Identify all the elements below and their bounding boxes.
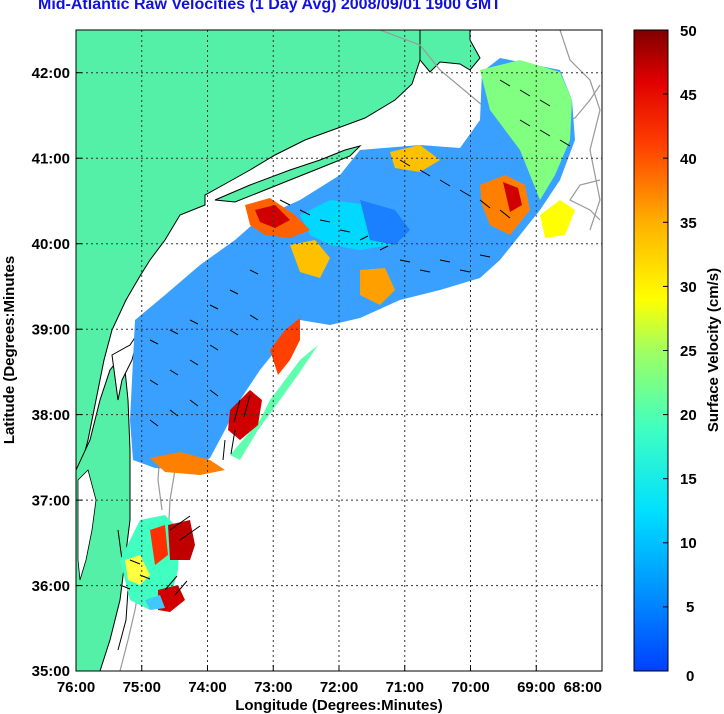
colorbar-tick-label: 45	[680, 87, 697, 104]
colorbar-tick-marks	[663, 29, 668, 608]
y-tick-label: 35:00	[32, 663, 70, 680]
colorbar-tick-label: 15	[680, 471, 697, 488]
x-tick-label: 71:00	[386, 679, 424, 696]
colorbar-tick-label: 30	[680, 279, 697, 296]
x-tick-label: 75:00	[123, 679, 161, 696]
colorbar-tick-labels: 50 45 40 35 30 25 20 15 10 5 0	[680, 23, 697, 685]
x-tick-label: 74:00	[188, 679, 226, 696]
x-tick-label: 70:00	[451, 679, 489, 696]
colorbar-tick-label: 50	[680, 23, 697, 40]
land-long-island	[214, 145, 362, 203]
water-delaware-bay	[111, 329, 141, 401]
land-northeast	[76, 30, 421, 481]
x-axis-label: Longitude (Degrees:Minutes)	[235, 697, 443, 714]
x-tick-label: 68:00	[564, 679, 602, 696]
map-title: Mid-Atlantic Raw Velocities (1 Day Avg) …	[38, 0, 501, 13]
velocity-field	[120, 58, 575, 612]
colorbar-tick-label: 40	[680, 151, 697, 168]
colorbar-tick-label: 5	[686, 599, 694, 616]
y-tick-labels: 42:00 41:00 40:00 39:00 38:00 37:00 36:0…	[32, 65, 70, 680]
axis-tick-marks	[75, 72, 603, 672]
y-tick-label: 40:00	[32, 236, 70, 253]
y-tick-label: 42:00	[32, 65, 70, 82]
land-delmarva	[76, 359, 131, 671]
colorbar-tick-label: 10	[680, 535, 697, 552]
x-tick-label: 76:00	[57, 679, 95, 696]
colorbar-label: Surface Velocity (cm/s)	[705, 268, 722, 432]
grid-lines	[76, 30, 602, 671]
x-tick-label: 72:00	[320, 679, 358, 696]
colorbar-tick-label: 20	[680, 407, 697, 424]
y-axis-label: Latitude (Degrees:Minutes	[1, 256, 18, 444]
x-tick-label: 69:00	[517, 679, 555, 696]
colorbar	[633, 29, 669, 672]
water-chesapeake	[77, 469, 97, 581]
y-tick-label: 39:00	[32, 322, 70, 339]
y-tick-label: 38:00	[32, 407, 70, 424]
y-tick-label: 36:00	[32, 578, 70, 595]
colorbar-tick-label: 25	[680, 343, 697, 360]
y-tick-label: 37:00	[32, 493, 70, 510]
x-tick-label: 73:00	[254, 679, 292, 696]
x-tick-labels: 76:00 75:00 74:00 73:00 72:00 71:00 70:0…	[57, 679, 602, 696]
colorbar-tick-label: 35	[680, 215, 697, 232]
y-tick-label: 41:00	[32, 151, 70, 168]
colorbar-tick-label: 0	[686, 668, 694, 685]
map-layers	[76, 30, 602, 671]
